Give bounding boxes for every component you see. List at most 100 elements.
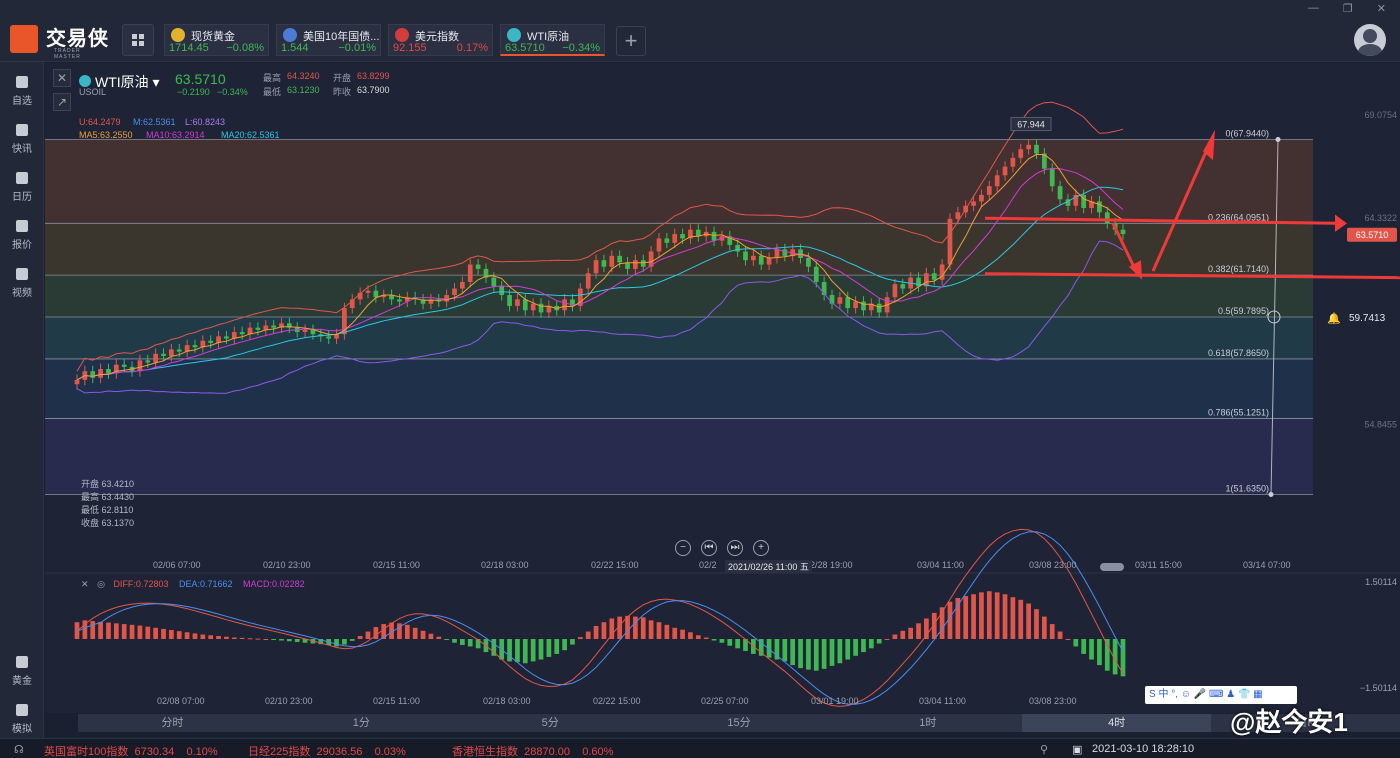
window-controls: — ❐ ✕ [1308, 2, 1386, 15]
ticker-tab-1[interactable]: 美国10年国债... 1.544 −0.01% [276, 24, 381, 56]
x-axis-top: 02/06 07:00 02/10 23:00 02/15 11:00 02/18 0… [45, 560, 1400, 574]
macd-bar [373, 627, 379, 639]
app-name: 交易侠 [46, 28, 109, 50]
macd-bar [577, 637, 583, 639]
macd-bar [1081, 639, 1087, 654]
sidebar-item-6[interactable]: 模拟 [0, 698, 44, 742]
close-chart-button[interactable]: ✕ [53, 69, 71, 87]
macd-bar [695, 635, 701, 639]
macd-bar [617, 616, 623, 639]
sidebar-item-label: 自选 [12, 96, 32, 107]
macd-bar [467, 639, 473, 647]
ticker-tab-0[interactable]: 现货黄金 1714.45 −0.08% [164, 24, 269, 56]
x-tick-label: 03/04 11:00 [919, 696, 966, 706]
status-item-ftse[interactable]: 英国富时100指数 6730.34 0.10% [44, 746, 218, 758]
draw-tool-button[interactable]: ↗ [53, 93, 71, 111]
scroll-start-button[interactable]: ⏮ [701, 540, 717, 556]
current-price-label: 63.5710 [1356, 230, 1389, 240]
candle [342, 308, 347, 335]
macd-bar [829, 639, 835, 666]
sidebar-item-2[interactable]: 日历 [0, 166, 44, 210]
symbol-change: −0.2190 [177, 87, 210, 97]
headset-icon[interactable]: ☊ [14, 744, 24, 756]
candle [672, 234, 678, 243]
macd-bar [1041, 616, 1047, 639]
macd-bar [955, 597, 961, 639]
zoom-in-button[interactable]: + [753, 540, 769, 556]
ime-toolbar[interactable]: S 中 °, ☺ 🎤 ⌨ ♟ 👕 ▦ [1145, 686, 1297, 704]
fib-handle [1275, 137, 1281, 143]
fib-handle [1268, 492, 1274, 498]
symbol-name[interactable]: WTI原油 ▾ [95, 74, 160, 90]
macd-bar [420, 630, 426, 639]
ticker-tab-3[interactable]: WTI原油 63.5710 −0.34% [500, 24, 605, 56]
candle [625, 262, 630, 269]
ticker-tab-2[interactable]: 美元指数 92.155 0.17% [388, 24, 493, 56]
sidebar-item-4[interactable]: 视频 [0, 262, 44, 306]
candle [491, 277, 497, 287]
fib-label: 0(67.9440) [1225, 129, 1269, 139]
status-item-nikkei[interactable]: 日经225指数 29036.56 0.03% [248, 746, 406, 758]
annotation-line [984, 216, 1346, 225]
boll-lower: L:60.8243 [185, 117, 226, 127]
fib-label: 0.618(57.8650) [1208, 348, 1269, 358]
layout-grid-button[interactable] [122, 24, 154, 56]
macd-bar [98, 621, 103, 639]
candle [349, 299, 355, 309]
candle [467, 264, 473, 282]
fib-label: 1(51.6350) [1225, 484, 1269, 494]
tab-timeframe-2[interactable]: 5分 [541, 717, 559, 729]
x-axis-tooltip: 2021/02/26 11:00 五 [725, 560, 812, 573]
candle [192, 345, 198, 348]
candle [247, 327, 253, 335]
macd-bar [1097, 639, 1102, 666]
candle [1034, 144, 1039, 154]
candle [743, 251, 748, 261]
tab-timeframe-0[interactable]: 分时 [161, 717, 184, 729]
macd-bar [452, 639, 457, 643]
candle [892, 284, 898, 298]
tab-timeframe-5[interactable]: 4时 [1022, 714, 1212, 732]
tab-timeframe-1[interactable]: 1分 [352, 717, 370, 729]
macd-bar [428, 633, 434, 639]
candle [263, 325, 269, 330]
sidebar-item-label: 快讯 [12, 144, 32, 155]
candle [1018, 149, 1024, 158]
x-tick-label: 02/18 03:00 [483, 696, 531, 706]
tab-timeframe-6[interactable]: 日K [1296, 717, 1315, 729]
macd-bar [986, 591, 992, 639]
minimize-button[interactable]: — [1307, 2, 1319, 14]
simulate-icon [16, 704, 28, 716]
annotation-line [984, 272, 1400, 280]
chart-panel[interactable]: 0(67.9440) 0.236(64.0951) 0.382(61.7140) 0.… [45, 63, 1400, 713]
watermark: @赵今安1 [1230, 707, 1348, 737]
zoom-out-button[interactable]: − [675, 540, 691, 556]
close-window-button[interactable]: ✕ [1376, 3, 1386, 15]
macd-bar [908, 627, 914, 639]
macd-bar [735, 639, 740, 649]
tab-timeframe-4[interactable]: 1时 [919, 717, 937, 729]
sidebar-item-1[interactable]: 快讯 [0, 118, 44, 162]
add-tab-button[interactable]: + [616, 26, 646, 56]
macd-bar [1034, 609, 1039, 639]
settings-icon[interactable]: ◎ [97, 579, 105, 589]
scroll-end-button[interactable]: ⏭ [727, 540, 743, 556]
macd-bar [853, 639, 858, 656]
macd-bar [633, 616, 638, 639]
macd-bar [74, 622, 80, 639]
macd-bar [515, 639, 520, 663]
sidebar-item-3[interactable]: 报价 [0, 214, 44, 258]
macd-bar [625, 615, 630, 639]
macd-value: MACD:0.02282 [243, 579, 305, 589]
tab-timeframe-3[interactable]: 15分 [727, 717, 751, 729]
avatar[interactable] [1354, 24, 1386, 56]
macd-bar [1089, 639, 1094, 660]
maximize-button[interactable]: ❐ [1342, 3, 1353, 15]
sidebar-item-0[interactable]: 自选 [0, 70, 44, 114]
status-item-hsi[interactable]: 香港恒生指数 28870.00 0.60% [452, 746, 614, 758]
sidebar-item-5[interactable]: 黄金 [0, 650, 44, 694]
macd-bar [1104, 639, 1110, 671]
candle [1041, 153, 1047, 169]
price-chart[interactable]: 0(67.9440) 0.236(64.0951) 0.382(61.7140) 0.… [45, 63, 1400, 713]
close-macd-icon[interactable]: ✕ [81, 579, 89, 589]
